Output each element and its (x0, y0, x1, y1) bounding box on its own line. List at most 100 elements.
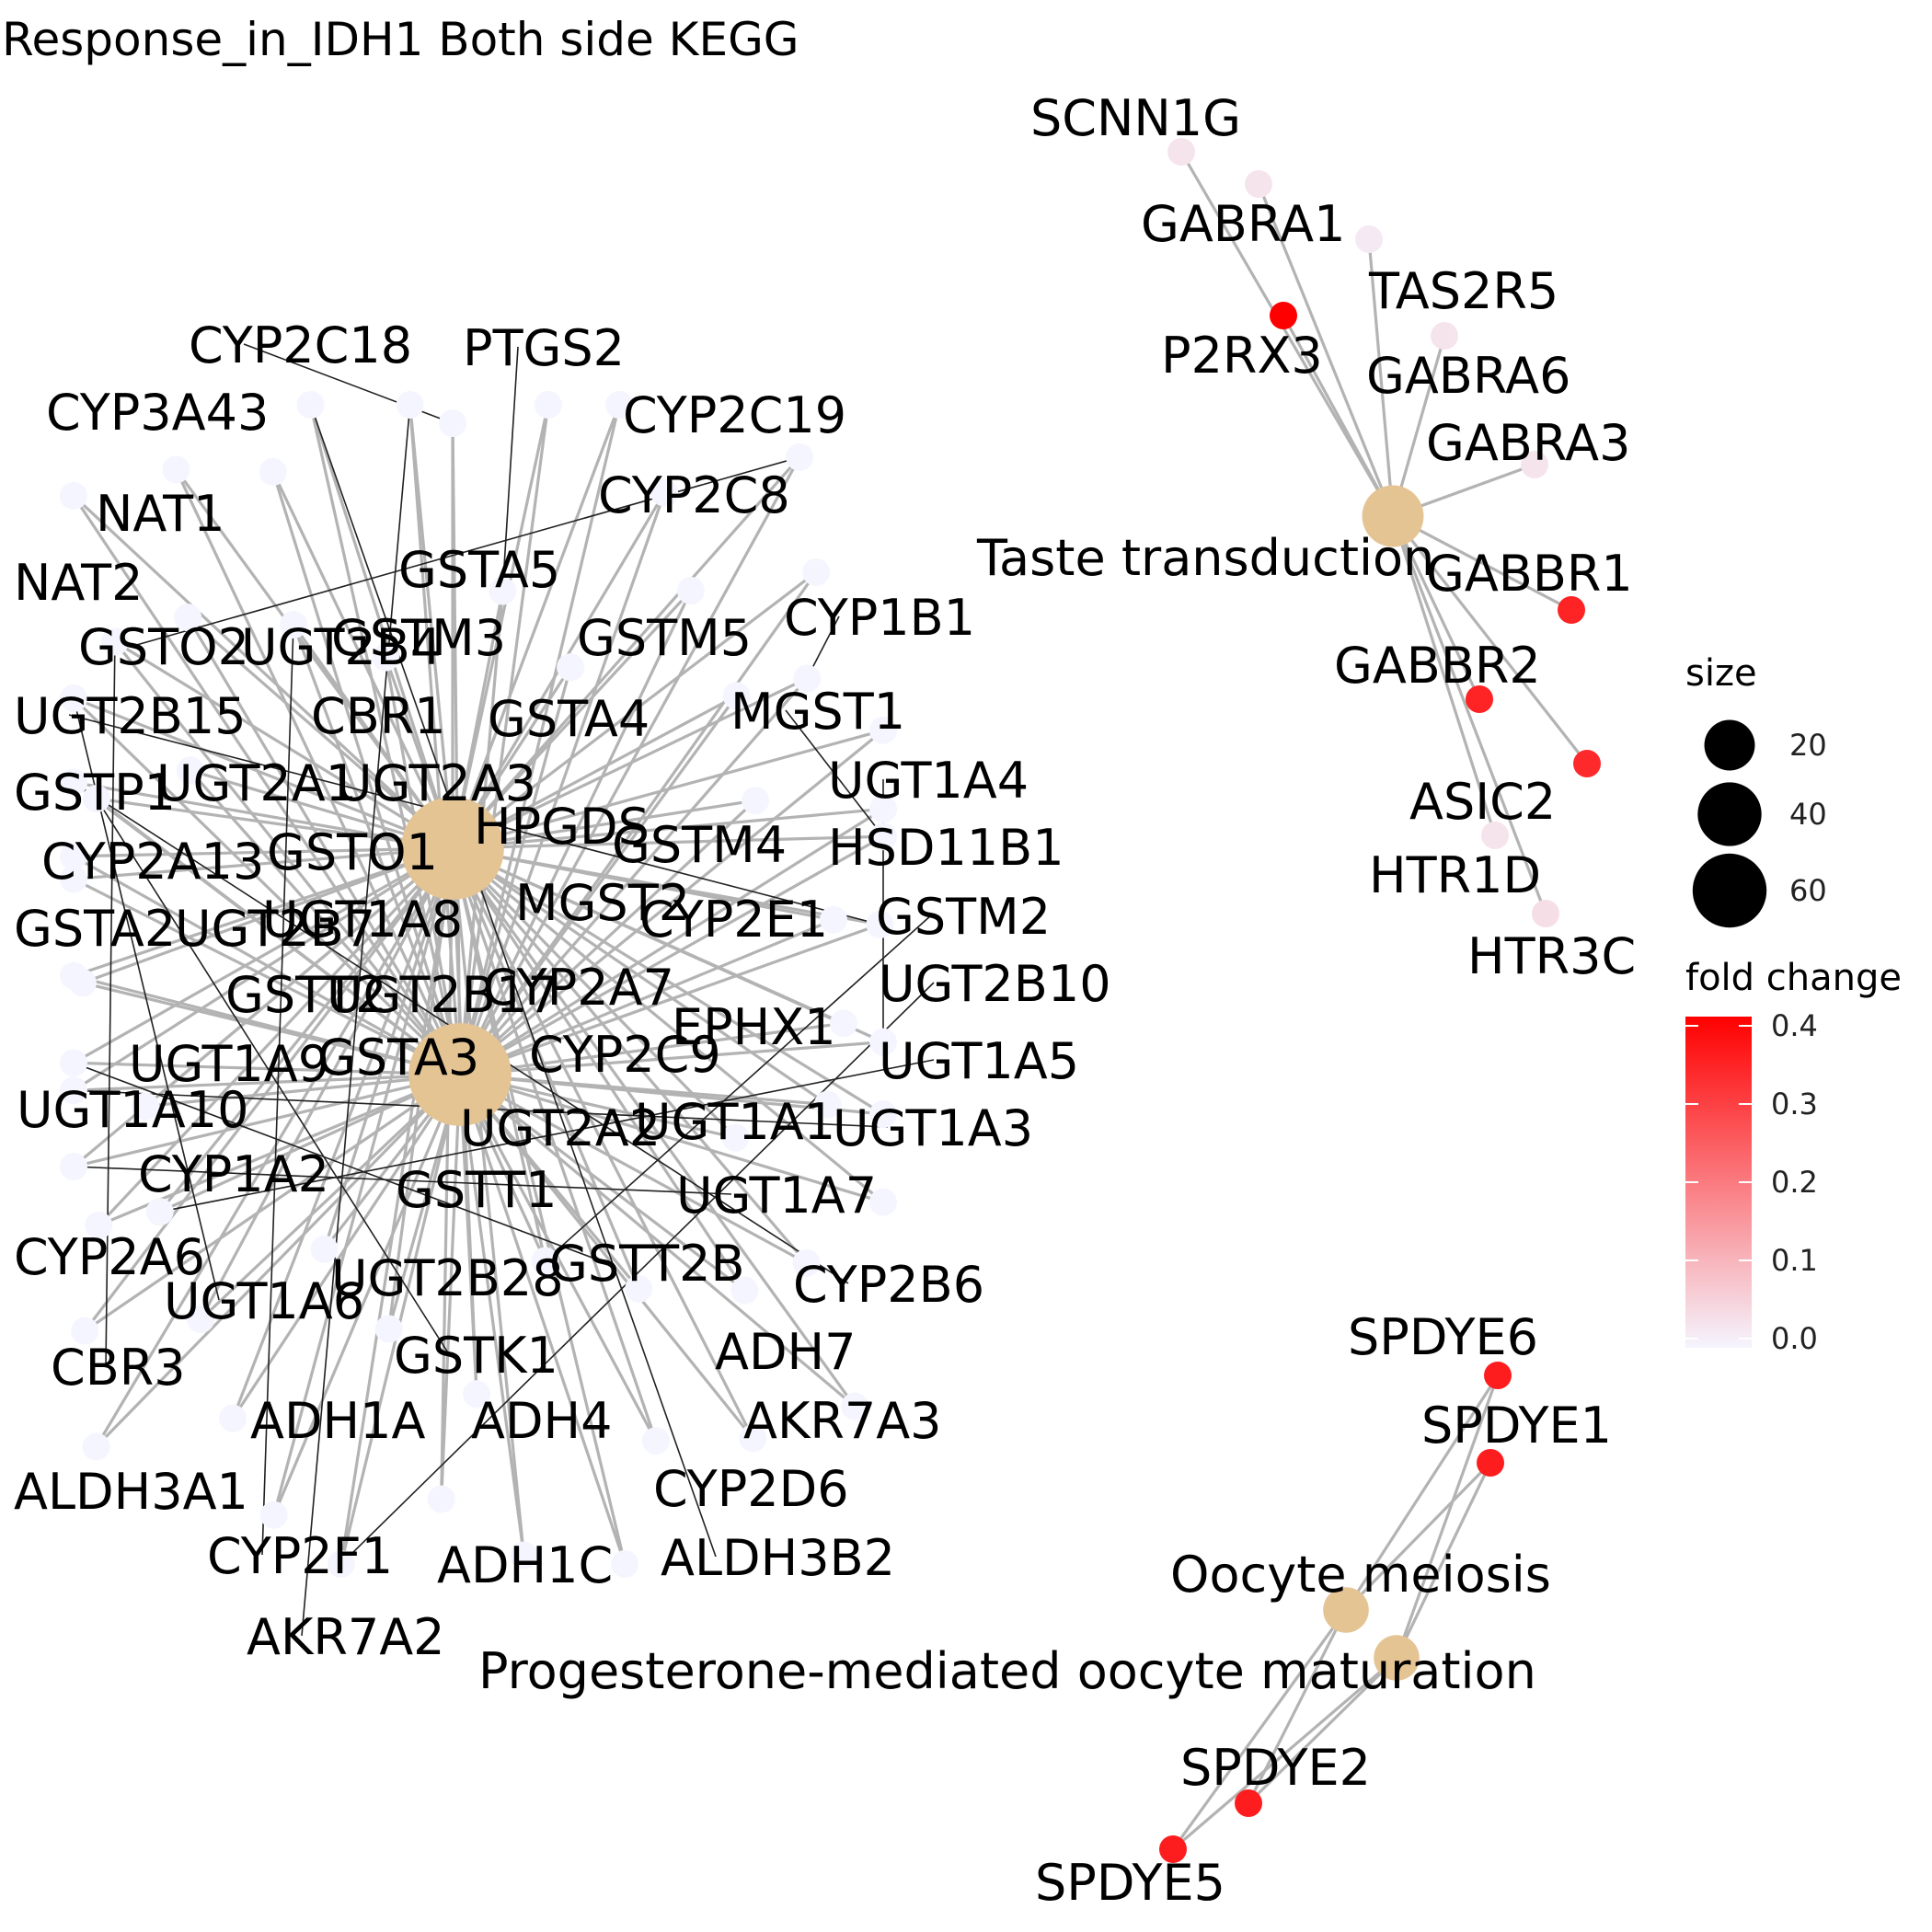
edge-ugt2a2-c2 (145, 1073, 461, 1109)
leader-mgst1 (785, 709, 884, 837)
gene-node-scnn1g (1167, 138, 1195, 166)
gene-label-gsta3: GSTA3 (317, 1029, 479, 1087)
gene-node-tas2r5 (1355, 225, 1383, 253)
edge-cyp2a13-c2 (459, 1073, 828, 1107)
edge-spdye1-progest (1395, 1462, 1492, 1659)
edge-cyp1b1-c2 (458, 677, 809, 1076)
edge-asic2-taste (1391, 515, 1589, 765)
legend-size-title: size (1685, 652, 1757, 695)
gene-label-gabra6: GABRA6 (1366, 347, 1570, 405)
gene-node-ugt1a10 (82, 1432, 110, 1461)
gene-node-ugt2a2 (132, 1092, 160, 1121)
gene-node-hsd11b1 (739, 1424, 767, 1453)
gene-label-gsta4: GSTA4 (488, 690, 650, 748)
gene-node-adh4 (162, 455, 190, 484)
gene-label-aldh3a1: ALDH3A1 (14, 1463, 248, 1521)
gene-label-spdye2: SPDYE2 (1180, 1739, 1371, 1797)
gene-node-gstt2b (60, 1049, 87, 1077)
edge-cyp2b6-c1 (73, 780, 454, 850)
edge-gstk1-c2 (96, 797, 461, 1076)
edge-gstm3-c2 (458, 571, 818, 1075)
edge-gsta4-c2 (459, 1021, 845, 1076)
gene-node-adh1c (372, 643, 400, 672)
edge-gsta3-c1 (199, 847, 454, 1320)
gene-label-gstp1: GSTP1 (14, 764, 176, 822)
gene-node-cyp2a7 (374, 1315, 403, 1343)
edge-ugt1a6-c2 (72, 696, 462, 1076)
size-legend-label-20: 20 (1789, 728, 1827, 763)
gene-node-ugt1a3 (60, 1076, 87, 1105)
color-bar-ticks: 0.0 0.1 0.2 0.3 0.4 (1685, 1008, 1818, 1356)
gene-node-spdye5 (1159, 1835, 1187, 1863)
edge-ugt2b4-c2 (458, 799, 757, 1076)
edge-cbr1-c2 (458, 729, 885, 1076)
gene-label-cyp2c18: CYP2C18 (189, 316, 412, 374)
size-legend-label-40: 40 (1789, 797, 1827, 832)
edge-cyp2d6-c2 (271, 471, 462, 1075)
legend-color-title: fold change (1685, 957, 1902, 999)
color-tick-label-2: 0.2 (1771, 1165, 1818, 1200)
gene-node-ugt1a9 (259, 1501, 288, 1529)
edge-akr7a3-c1 (72, 494, 454, 850)
edge-layer (72, 151, 1589, 1851)
gene-label-ugt1a4: UGT1A4 (828, 752, 1029, 810)
gene-label-adh4: ADH4 (471, 1392, 612, 1450)
edge-ugt2b10-c1 (339, 847, 454, 1565)
gene-label-gsto2: GSTO2 (78, 618, 249, 676)
gene-label-cyp2e1: CYP2E1 (639, 891, 828, 949)
edge-cyp3a43-c2 (458, 404, 550, 1075)
edge-cyp2d6-c1 (271, 471, 454, 849)
gene-label-gstt2b: GSTT2B (549, 1235, 745, 1293)
gene-label-spdye1: SPDYE1 (1421, 1397, 1612, 1455)
gene-node-ugt1a4 (869, 1028, 897, 1056)
gene-node-ugt1a6 (60, 684, 87, 712)
gene-label-ugt2a2: UGT2A2 (460, 1099, 661, 1157)
gene-label-gstt2: GSTT2 (225, 966, 387, 1024)
gene-label-ugt2a1: UGT2A1 (156, 754, 357, 812)
gene-node-cyp2c19 (557, 653, 585, 682)
gene-node-ugt2b10 (327, 1550, 355, 1578)
gene-node-gstm2 (531, 1247, 559, 1275)
gene-node-gstm3 (802, 558, 831, 587)
edge-ugt2b7-c1 (451, 847, 525, 1556)
edge-gabra6-taste (1391, 335, 1446, 517)
gene-label-cyp2a13: CYP2A13 (41, 833, 264, 891)
gene-node-spdye6 (1484, 1362, 1512, 1389)
gene-label-adh1a: ADH1A (250, 1392, 425, 1450)
gene-label-ugt2b15: UGT2B15 (14, 687, 247, 745)
gene-node-cyp2d6 (259, 457, 287, 486)
gene-node-gstk1 (82, 785, 110, 813)
gene-node-p2rx3 (1270, 302, 1297, 329)
edge-cbr3-c1 (114, 640, 454, 850)
leader-akr7a2 (301, 404, 411, 1637)
gene-label-gstm4: GSTM4 (612, 816, 787, 874)
gene-label-ugt1a3: UGT1A3 (833, 1099, 1033, 1157)
category-label-taste: Taste transduction (976, 529, 1434, 587)
gene-node-cyp2b6 (60, 768, 87, 797)
size-legend-dot-60 (1692, 853, 1767, 928)
gene-label-cyp2a7: CYP2A7 (483, 959, 674, 1017)
gene-label-gabra3: GABRA3 (1426, 414, 1630, 472)
category-label-oocyte: Oocyte meiosis (1170, 1546, 1551, 1604)
gene-label-hpgds: HPGDS (474, 798, 650, 856)
gene-label-gstm3: GSTM3 (331, 609, 506, 667)
gene-label-asic2: ASIC2 (1409, 773, 1556, 831)
gene-node-cyp2e1 (611, 1550, 639, 1578)
gene-label-cbr3: CBR3 (51, 1339, 186, 1397)
edge-spdye5-oocyte (1171, 1609, 1348, 1850)
gene-label-ephx1: EPHX1 (672, 998, 836, 1056)
gene-node-gsta3 (187, 1305, 215, 1334)
gene-node-ptgs2 (489, 577, 517, 605)
edge-ugt1a6-c1 (73, 696, 454, 850)
gene-node-gsta2 (641, 1427, 670, 1455)
gene-node-ugt2b15 (866, 910, 894, 938)
gene-node-ugt1a1 (71, 1317, 99, 1345)
gene-node-adh1a (176, 756, 204, 785)
gene-label-cyp1a2: CYP1A2 (138, 1145, 329, 1203)
color-tick-label-3: 0.3 (1771, 1087, 1818, 1121)
gene-label-cyp2f1: CYP2F1 (207, 1527, 393, 1585)
leader-aldh3b2 (309, 404, 717, 1558)
edge-p2rx3-taste (1282, 315, 1395, 517)
edge-gstm5-c1 (452, 807, 884, 850)
gene-label-gstt1: GSTT1 (396, 1161, 558, 1219)
